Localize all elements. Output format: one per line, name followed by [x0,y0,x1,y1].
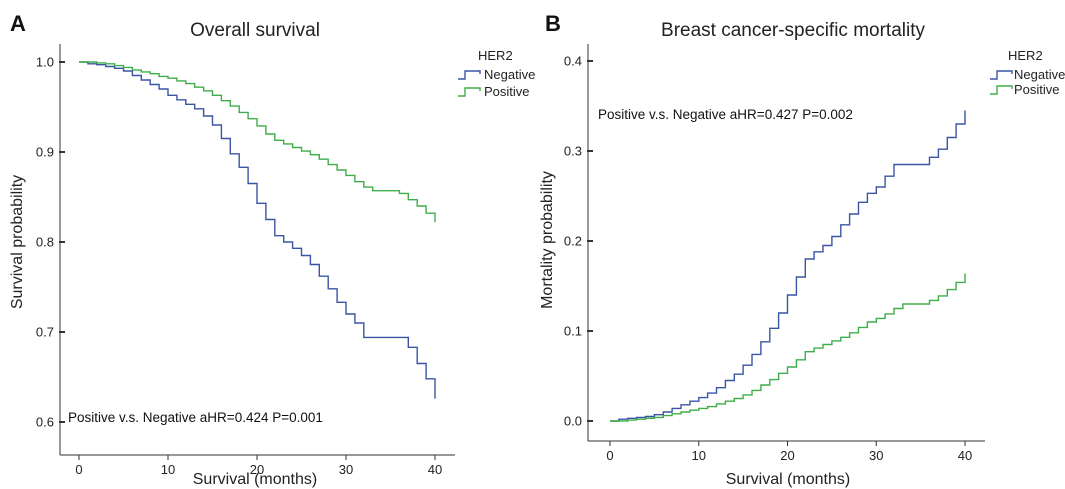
panel-b-y-tick-label: 0.0 [564,414,582,429]
panel-b-x-tick-label: 40 [958,448,972,463]
panel-a-y-axis-label: Survival probability [9,175,26,309]
panel-a-x-tick-label: 30 [339,462,353,477]
panel-a-legend-negative-label: Negative [484,67,535,82]
panel-b-legend-positive-swatch [990,85,1013,95]
panel-a-legend-title: HER2 [478,48,513,63]
panel-b-y-axis-label: Mortality probability [539,171,556,309]
panel-a-legend-positive-label: Positive [484,84,530,99]
panel-b-y-tick-label: 0.2 [564,234,582,249]
panel-a-legend-positive-swatch [458,87,481,97]
panel-a-legend-negative-swatch [458,70,481,80]
panel-b-title: Breast cancer-specific mortality [661,20,925,41]
panel-b-x-tick-label: 30 [869,448,883,463]
panel-a-y-tick-label: 1.0 [36,55,54,70]
panel-a-annotation: Positive v.s. Negative aHR=0.424 P=0.001 [68,410,323,425]
panel-b-y-tick-label: 0.1 [564,324,582,339]
panel-b-label: B [545,11,561,36]
panel-b-x-tick-label: 20 [780,448,794,463]
panel-b-legend-negative-swatch [990,70,1013,80]
panel-b-y-tick-label: 0.3 [564,144,582,159]
panel-b-y-tick-label: 0.4 [564,54,582,69]
panel-b-series-negative-line [610,110,966,422]
panel-a-x-tick-label: 20 [250,462,264,477]
panel-a-y-tick-label: 0.9 [36,145,54,160]
panel-a-x-tick-label: 10 [161,462,175,477]
panel-a-x-tick-label: 0 [75,462,82,477]
panel-b-x-axis-label: Survival (months) [726,471,850,488]
panel-b: B Breast cancer-specific mortality Survi… [539,11,1065,488]
panel-a: A Overall survival Survival (months) Sur… [9,11,535,488]
panel-b-annotation: Positive v.s. Negative aHR=0.427 P=0.002 [598,107,853,122]
panel-a-series-negative-line [79,61,436,399]
panel-a-x-tick-label: 40 [428,462,442,477]
panel-b-series-positive-line [610,273,966,422]
panel-b-x-tick-label: 10 [692,448,706,463]
panel-a-title: Overall survival [190,20,320,41]
panel-a-y-tick-label: 0.8 [36,235,54,250]
panel-a-x-axis-label: Survival (months) [193,471,317,488]
panel-b-legend-positive-label: Positive [1014,82,1060,97]
panel-b-x-tick-label: 0 [606,448,613,463]
panel-b-legend-negative-label: Negative [1014,67,1065,82]
panel-a-y-tick-label: 0.7 [36,325,54,340]
panel-b-legend-title: HER2 [1008,48,1043,63]
panel-a-label: A [10,11,26,36]
panel-a-y-tick-label: 0.6 [36,415,54,430]
panel-a-series-positive-line [79,61,436,223]
